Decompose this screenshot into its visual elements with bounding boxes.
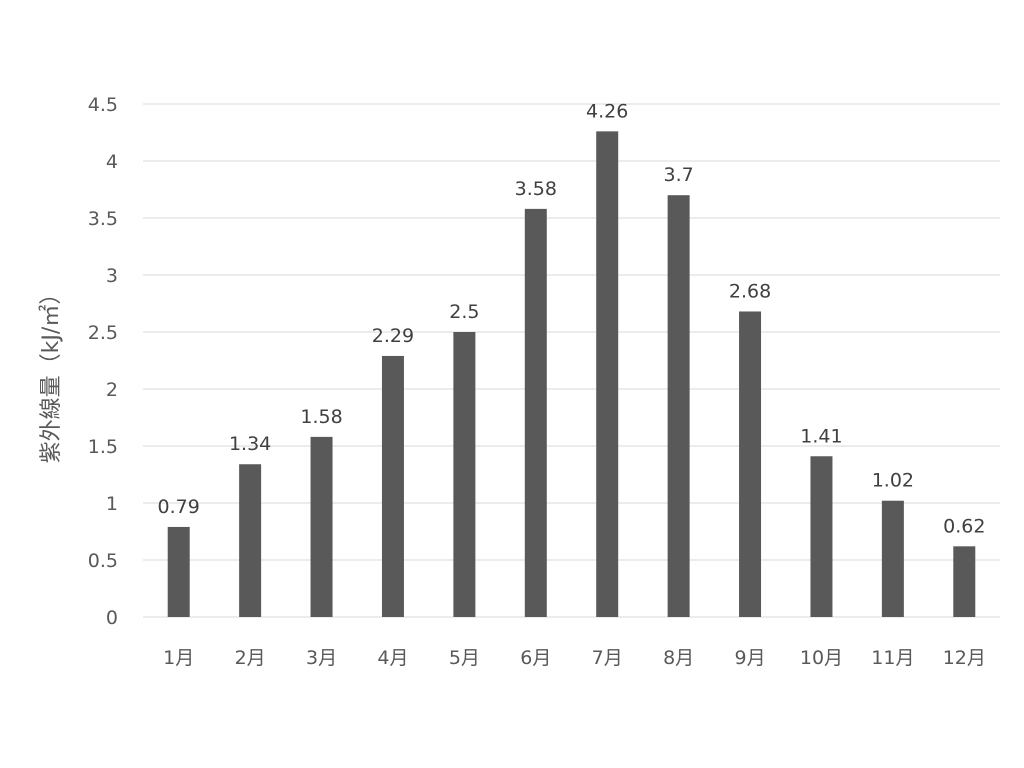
data-label-11: 1.02 [872,470,914,492]
y-tick-label: 4.5 [88,94,118,116]
y-tick-label: 2.5 [88,322,118,344]
y-tick-label: 1 [106,493,118,515]
bar-5 [453,332,476,617]
bar-6 [524,208,547,617]
bar-10 [810,456,833,617]
bar-7 [596,131,619,618]
x-tick-label: 8月 [663,647,694,669]
gridlines [143,103,1000,618]
data-label-7: 4.26 [586,100,628,122]
data-label-5: 2.5 [449,301,479,323]
y-tick-label: 3.5 [88,208,118,230]
x-tick-label: 9月 [734,647,765,669]
data-label-3: 1.58 [300,406,342,428]
x-tick-label: 2月 [235,647,266,669]
data-label-1: 0.79 [158,496,200,518]
data-label-6: 3.58 [515,178,557,200]
data-label-4: 2.29 [372,325,414,347]
data-label-10: 1.41 [800,425,842,447]
bar-1 [167,526,190,617]
data-label-12: 0.62 [943,515,985,537]
bar-8 [667,195,690,617]
data-labels: 0.79 1.34 1.58 2.29 2.5 3.58 4.26 3.7 2.68 1.41 1.… [158,100,986,537]
bar-3 [310,436,333,617]
x-tick-label: 4月 [377,647,408,669]
bar-4 [381,355,404,617]
bar-9 [739,311,762,617]
data-label-9: 2.68 [729,280,771,302]
x-tick-label: 5月 [449,647,480,669]
x-tick-label: 11月 [871,647,914,669]
bars [167,131,976,618]
y-tick-label: 4 [106,151,118,173]
x-tick-label: 3月 [306,647,337,669]
x-axis-ticks: 1月 2月 3月 4月 5月 6月 7月 8月 9月 10月 11月 12月 [163,647,986,669]
bar-11 [881,500,904,617]
x-tick-label: 1月 [163,647,194,669]
y-tick-label: 2 [106,379,118,401]
x-tick-label: 7月 [592,647,623,669]
y-axis-title: 紫外線量（kJ/㎡） [38,283,64,464]
x-tick-label: 12月 [943,647,986,669]
x-tick-label: 6月 [520,647,551,669]
data-label-2: 1.34 [229,433,271,455]
bar-12 [953,546,976,617]
y-tick-label: 3 [106,265,118,287]
data-label-8: 3.7 [664,164,694,186]
y-tick-label: 0.5 [88,550,118,572]
x-tick-label: 10月 [800,647,843,669]
y-tick-label: 0 [106,607,118,629]
bar-2 [239,464,262,617]
y-tick-label: 1.5 [88,436,118,458]
y-axis-ticks: 0 0.5 1 1.5 2 2.5 3 3.5 4 4.5 [88,94,118,629]
